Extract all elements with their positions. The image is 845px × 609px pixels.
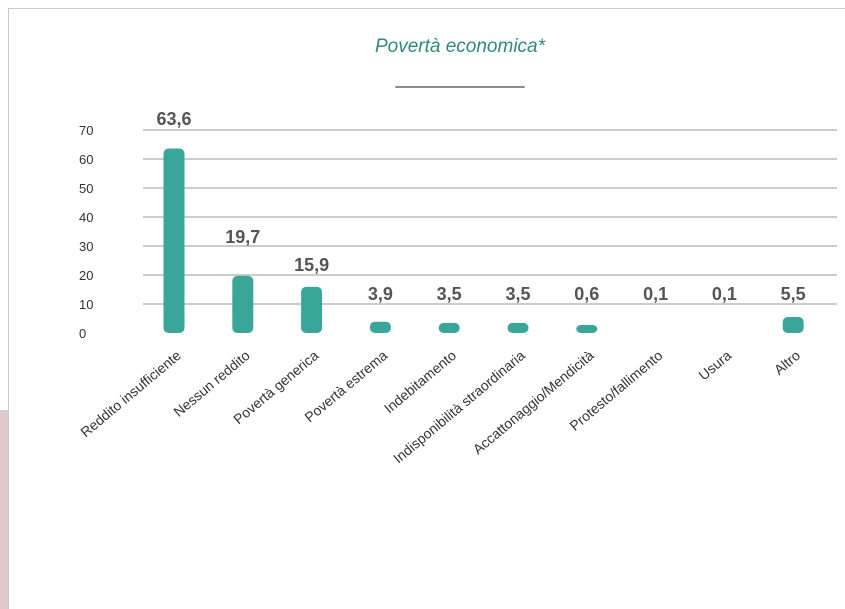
y-tick-label: 50	[79, 181, 93, 196]
value-label: 19,7	[225, 227, 260, 247]
value-label: 0,1	[643, 284, 668, 304]
value-label: 63,6	[156, 109, 191, 129]
bar	[232, 275, 254, 333]
chart-title: Povertà economica*	[374, 36, 546, 57]
category-label: Altro	[771, 347, 803, 378]
bar	[301, 286, 323, 333]
category-label: Accattonaggio/Mendicità	[470, 347, 597, 457]
y-tick-label: 40	[79, 210, 93, 225]
category-label: Reddito insufficiente	[77, 347, 184, 440]
y-tick-label: 30	[79, 239, 93, 254]
grid-layer	[143, 129, 837, 305]
y-tick-label: 60	[79, 152, 93, 167]
bar	[163, 148, 185, 333]
value-labels: 63,6 19,7 15,9 3,9 3,5 3,5 0,6 0,1 0,1 5,5	[156, 109, 805, 304]
bars	[163, 148, 804, 333]
title-underline	[395, 86, 525, 88]
side-accent-bar	[0, 410, 8, 609]
value-label: 3,9	[368, 284, 393, 304]
bar	[507, 322, 529, 333]
y-tick-label: 20	[79, 268, 93, 283]
value-label: 5,5	[781, 284, 806, 304]
bar	[369, 321, 391, 333]
y-tick-label: 70	[79, 123, 93, 138]
value-label: 0,6	[574, 284, 599, 304]
category-label: Usura	[695, 347, 734, 383]
value-label: 3,5	[505, 284, 530, 304]
chart-frame	[8, 8, 845, 609]
y-tick-label: 0	[79, 326, 86, 341]
bar	[576, 325, 598, 333]
category-label: Indisponibilità straordinaria	[390, 347, 528, 466]
bar	[438, 322, 460, 333]
bar	[782, 317, 804, 333]
y-tick-label: 10	[79, 297, 93, 312]
value-label: 0,1	[712, 284, 737, 304]
y-axis-ticks: 0 10 20 30 40 50 60 70	[79, 123, 93, 341]
value-label: 15,9	[294, 255, 329, 275]
value-label: 3,5	[437, 284, 462, 304]
